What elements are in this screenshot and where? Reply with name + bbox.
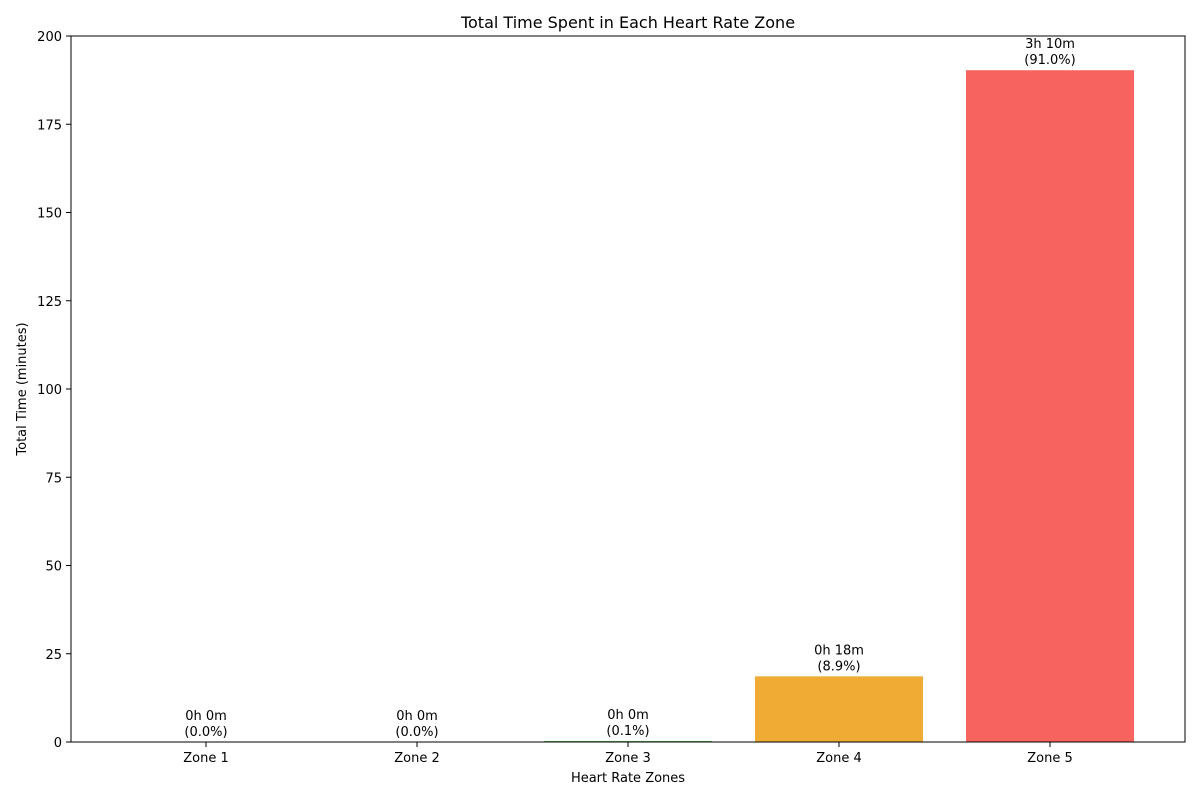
data-labels-group: 0h 0m (0.0%)0h 0m (0.0%)0h 0m (0.1%)0h 18m(…: [184, 37, 1075, 740]
data-label: 0h 0m (0.1%): [606, 708, 649, 739]
data-label-line: 0h 0m: [607, 708, 649, 723]
bar-zone-3: [544, 740, 712, 742]
y-tick-label: 25: [45, 648, 62, 663]
y-tick-label: 50: [45, 560, 62, 575]
y-tick-label: 75: [45, 471, 62, 486]
x-tick-label: Zone 3: [605, 751, 651, 766]
y-axis: 0 25 50 75 100 125 150 175 200: [37, 30, 71, 751]
data-label-line: (8.9%): [817, 659, 860, 674]
bars-group: [544, 70, 1134, 743]
data-label-line: (91.0%): [1024, 53, 1075, 68]
x-axis-label: Heart Rate Zones: [571, 771, 685, 786]
x-tick-label: Zone 5: [1027, 751, 1073, 766]
bar-zone-4: [755, 676, 923, 742]
data-label: 0h 0m (0.0%): [184, 709, 227, 740]
y-tick-label: 175: [37, 118, 62, 133]
data-label-line: (0.0%): [184, 725, 227, 740]
data-label-line: 3h 10m: [1025, 37, 1075, 52]
plot-frame: [70, 35, 1186, 743]
bar-zone-5: [966, 70, 1134, 743]
y-tick-label: 200: [37, 30, 62, 45]
x-tick-label: Zone 2: [394, 751, 440, 766]
data-label: 0h 18m (8.9%): [814, 643, 864, 674]
data-label-line: 0h 0m: [185, 709, 227, 724]
y-tick-label: 0: [54, 736, 62, 751]
data-label-line: (0.1%): [606, 724, 649, 739]
data-label-line: 0h 18m: [814, 643, 864, 658]
y-tick-label: 125: [37, 295, 62, 310]
y-tick-label: 150: [37, 207, 62, 222]
x-tick-label: Zone 1: [183, 751, 229, 766]
data-label: 3h 10m (91.0%): [1024, 37, 1075, 68]
data-label: 0h 0m (0.0%): [395, 709, 438, 740]
data-label-line: 0h 0m: [396, 709, 438, 724]
x-tick-label: Zone 4: [816, 751, 862, 766]
y-axis-label: Total Time (minutes): [15, 322, 30, 456]
data-label-line: (0.0%): [395, 725, 438, 740]
y-tick-label: 100: [37, 383, 62, 398]
chart-title: Total Time Spent in Each Heart Rate Zone: [460, 13, 795, 32]
x-axis: Zone 1 Zone 2 Zone 3 Zone 4 Zone 5: [183, 742, 1073, 766]
